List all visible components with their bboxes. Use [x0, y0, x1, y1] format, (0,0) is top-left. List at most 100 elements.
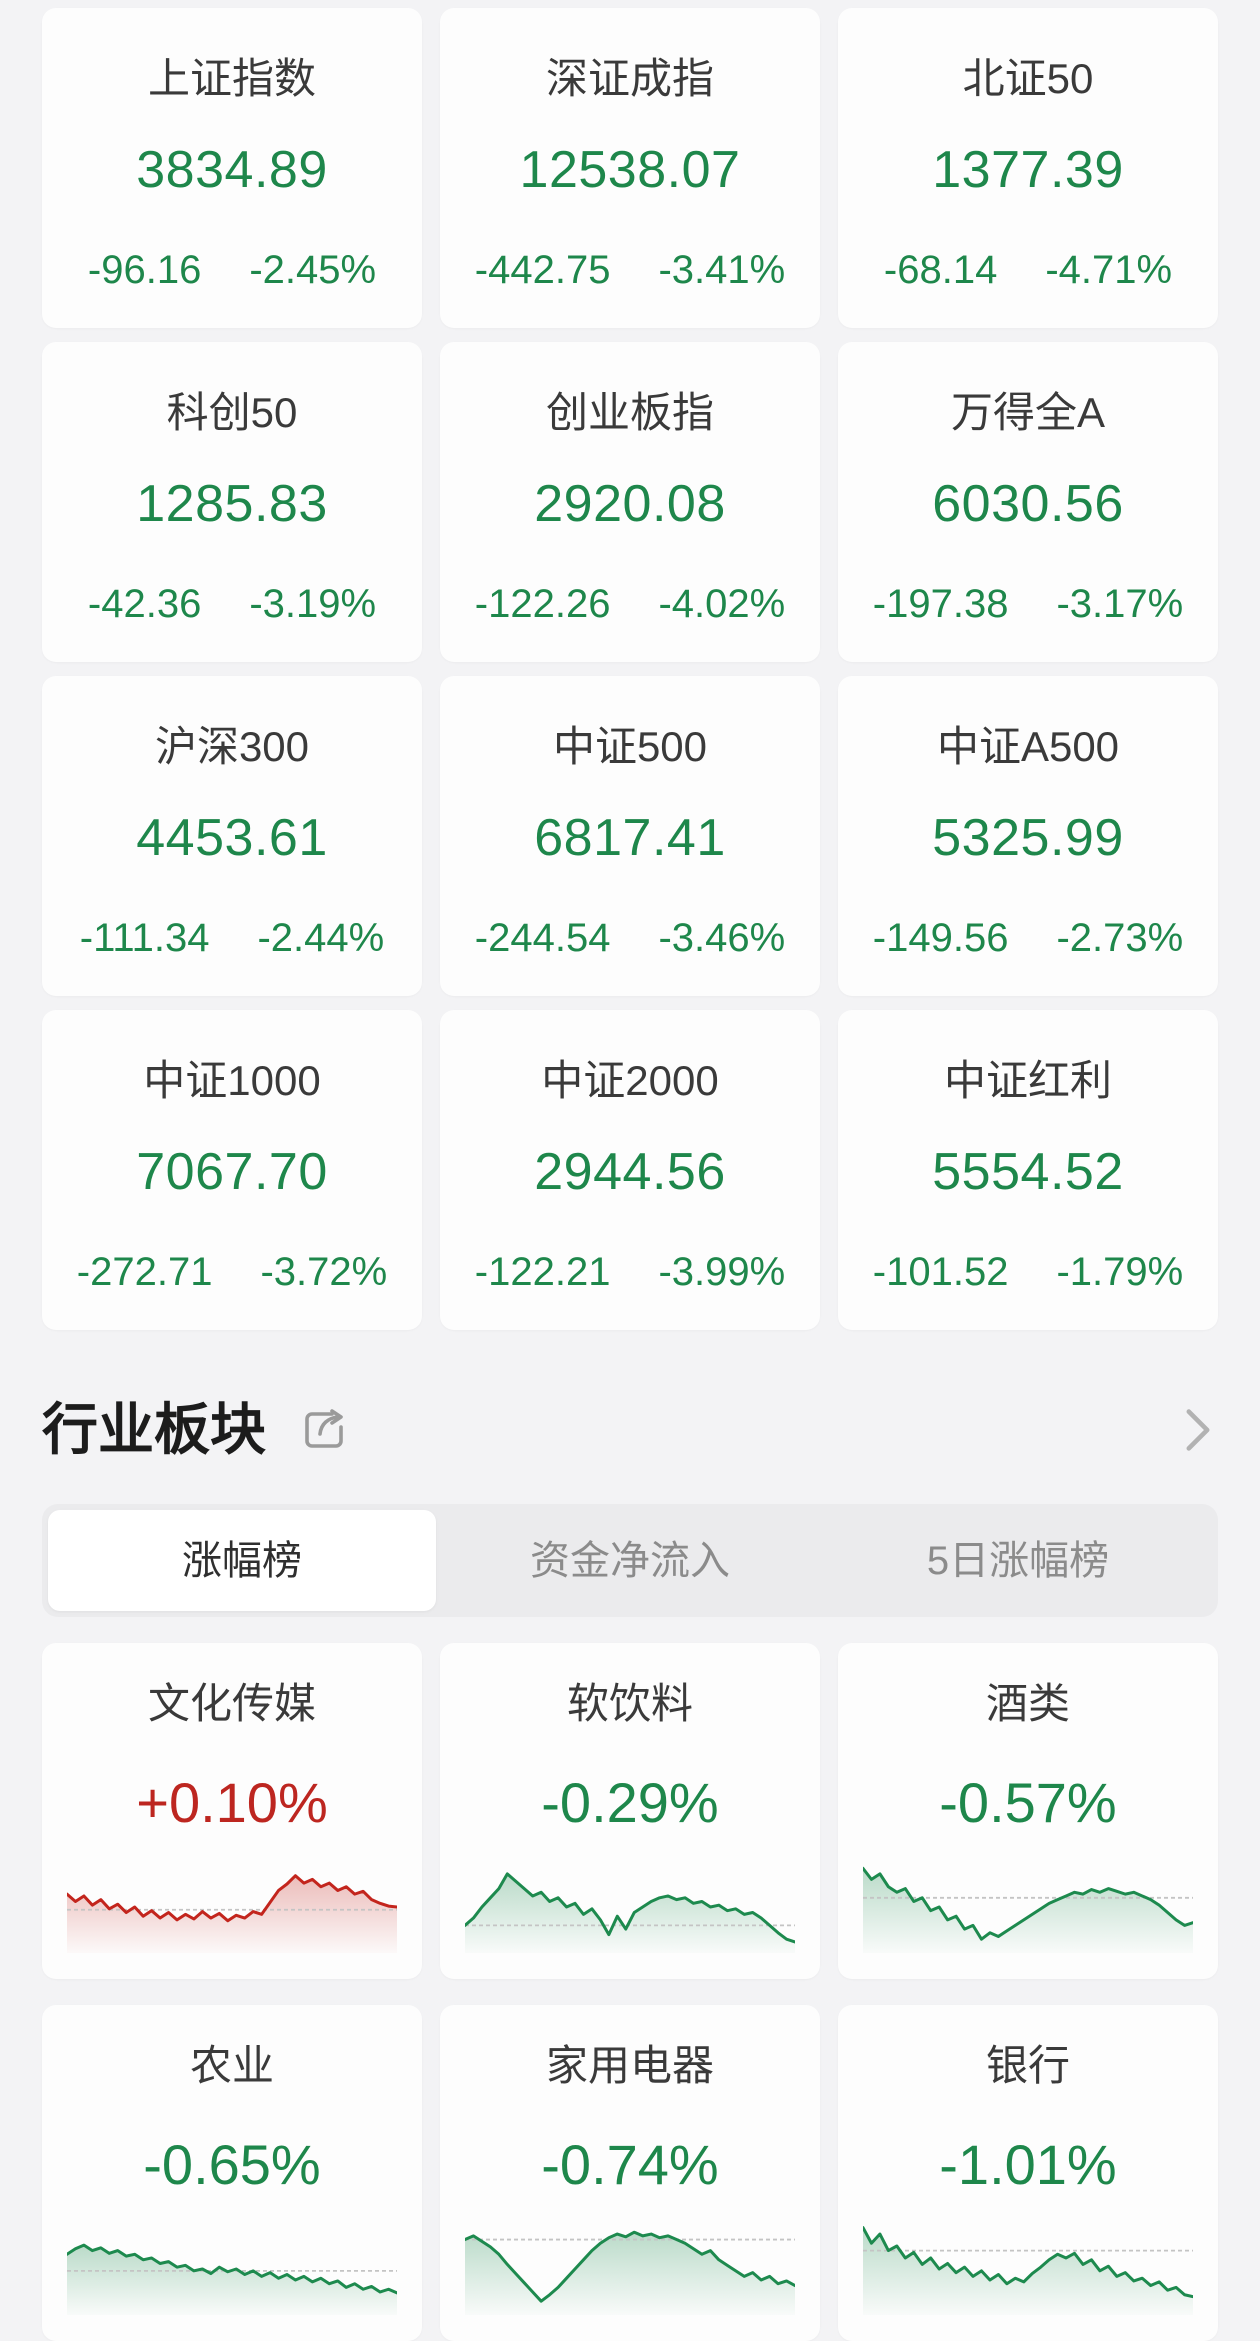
index-change: -96.16	[87, 248, 202, 292]
index-name: 科创50	[166, 389, 298, 436]
index-name: 中证2000	[541, 1057, 719, 1104]
sector-tabbar: 涨幅榜 资金净流入 5日涨幅榜	[42, 1504, 1218, 1617]
sector-sparkline-chart	[465, 1861, 795, 1953]
index-name: 中证500	[552, 723, 708, 770]
sector-sparkline-chart	[863, 2223, 1193, 2315]
index-card-7[interactable]: 中证500 6817.41 -244.54 -3.46%	[440, 676, 820, 996]
tab-0[interactable]: 涨幅榜	[48, 1510, 436, 1611]
index-value: 2920.08	[534, 475, 726, 533]
index-change-row: -68.14 -4.71%	[884, 250, 1172, 290]
sector-sparkline-chart	[465, 2223, 795, 2315]
index-card-0[interactable]: 上证指数 3834.89 -96.16 -2.45%	[42, 8, 422, 328]
sector-name: 文化传媒	[147, 1680, 316, 1727]
share-icon[interactable]	[296, 1402, 352, 1458]
index-change-row: -101.52 -1.79%	[873, 1252, 1183, 1292]
index-name: 中证A500	[936, 723, 1120, 770]
index-name: 创业板指	[545, 389, 714, 436]
tab-1[interactable]: 资金净流入	[436, 1510, 824, 1611]
sector-name: 农业	[189, 2042, 274, 2089]
index-change: -272.71	[76, 1250, 213, 1294]
sector-card-1[interactable]: 软饮料 -0.29%	[440, 1643, 820, 1979]
index-card-3[interactable]: 科创50 1285.83 -42.36 -3.19%	[42, 342, 422, 662]
index-change-percent: -2.44%	[257, 916, 385, 960]
index-change-percent: -1.79%	[1056, 1250, 1184, 1294]
section-title: 行业板块	[42, 1398, 266, 1461]
index-change-row: -244.54 -3.46%	[475, 918, 785, 958]
index-name: 北证50	[962, 55, 1094, 102]
index-card-10[interactable]: 中证2000 2944.56 -122.21 -3.99%	[440, 1010, 820, 1330]
chevron-right-icon[interactable]	[1178, 1406, 1218, 1454]
sector-card-0[interactable]: 文化传媒 +0.10%	[42, 1643, 422, 1979]
sector-change-percent: -0.57%	[939, 1771, 1117, 1834]
index-change-percent: -3.41%	[658, 248, 786, 292]
sector-change-percent: +0.10%	[136, 1771, 328, 1834]
index-value: 4453.61	[136, 809, 328, 867]
index-change-row: -272.71 -3.72%	[77, 1252, 387, 1292]
index-change: -68.14	[883, 248, 998, 292]
sector-change-percent: -0.74%	[541, 2133, 719, 2196]
index-name: 中证1000	[143, 1057, 321, 1104]
sector-sparkline-chart	[67, 1861, 397, 1953]
index-value: 1285.83	[136, 475, 328, 533]
index-value: 12538.07	[519, 141, 741, 199]
index-change-row: -197.38 -3.17%	[873, 584, 1183, 624]
sector-sparkline-chart	[67, 2223, 397, 2315]
index-value: 6030.56	[932, 475, 1124, 533]
index-change-row: -111.34 -2.44%	[80, 918, 384, 958]
index-change: -149.56	[872, 916, 1009, 960]
index-card-4[interactable]: 创业板指 2920.08 -122.26 -4.02%	[440, 342, 820, 662]
tab-2[interactable]: 5日涨幅榜	[824, 1510, 1212, 1611]
index-value: 3834.89	[136, 141, 328, 199]
index-change: -244.54	[474, 916, 611, 960]
sector-section-header: 行业板块	[42, 1392, 1218, 1468]
index-value: 2944.56	[534, 1143, 726, 1201]
index-change: -122.26	[474, 582, 611, 626]
sector-card-grid: 文化传媒 +0.10% 软饮料 -0.29% 酒类	[0, 1617, 1260, 2341]
sector-name: 酒类	[985, 1680, 1070, 1727]
index-value: 7067.70	[136, 1143, 328, 1201]
index-change-percent: -2.73%	[1056, 916, 1184, 960]
index-change-percent: -4.71%	[1045, 248, 1173, 292]
sector-change-percent: -0.29%	[541, 1771, 719, 1834]
index-card-9[interactable]: 中证1000 7067.70 -272.71 -3.72%	[42, 1010, 422, 1330]
index-card-11[interactable]: 中证红利 5554.52 -101.52 -1.79%	[838, 1010, 1218, 1330]
sector-sparkline-chart	[863, 1861, 1193, 1953]
index-name: 万得全A	[950, 389, 1105, 436]
index-value: 5554.52	[932, 1143, 1124, 1201]
sector-name: 银行	[985, 2042, 1070, 2089]
index-change: -122.21	[474, 1250, 611, 1294]
index-card-2[interactable]: 北证50 1377.39 -68.14 -4.71%	[838, 8, 1218, 328]
index-change-row: -42.36 -3.19%	[88, 584, 376, 624]
index-change-row: -442.75 -3.41%	[475, 250, 785, 290]
index-card-8[interactable]: 中证A500 5325.99 -149.56 -2.73%	[838, 676, 1218, 996]
index-change-percent: -3.17%	[1056, 582, 1184, 626]
index-change-percent: -3.46%	[658, 916, 786, 960]
sector-card-3[interactable]: 农业 -0.65%	[42, 2005, 422, 2341]
sector-change-percent: -0.65%	[143, 2133, 321, 2196]
index-card-6[interactable]: 沪深300 4453.61 -111.34 -2.44%	[42, 676, 422, 996]
index-change: -111.34	[79, 916, 210, 960]
index-change-percent: -4.02%	[658, 582, 786, 626]
index-name: 上证指数	[147, 55, 316, 102]
sector-card-5[interactable]: 银行 -1.01%	[838, 2005, 1218, 2341]
index-change-percent: -3.99%	[658, 1250, 786, 1294]
index-card-1[interactable]: 深证成指 12538.07 -442.75 -3.41%	[440, 8, 820, 328]
index-value: 5325.99	[932, 809, 1124, 867]
index-change-percent: -3.19%	[249, 582, 377, 626]
index-card-5[interactable]: 万得全A 6030.56 -197.38 -3.17%	[838, 342, 1218, 662]
index-change: -197.38	[872, 582, 1009, 626]
index-name: 沪深300	[154, 723, 310, 770]
index-value: 1377.39	[932, 141, 1124, 199]
sector-card-4[interactable]: 家用电器 -0.74%	[440, 2005, 820, 2341]
index-change: -101.52	[872, 1250, 1009, 1294]
sector-name: 家用电器	[545, 2042, 714, 2089]
sector-card-2[interactable]: 酒类 -0.57%	[838, 1643, 1218, 1979]
index-change-row: -96.16 -2.45%	[88, 250, 376, 290]
sector-name: 软饮料	[566, 1680, 693, 1727]
index-card-grid: 上证指数 3834.89 -96.16 -2.45% 深证成指 12538.07…	[42, 8, 1218, 1330]
index-change: -442.75	[474, 248, 611, 292]
index-change-percent: -3.72%	[260, 1250, 388, 1294]
index-change-row: -122.26 -4.02%	[475, 584, 785, 624]
index-change-row: -149.56 -2.73%	[873, 918, 1183, 958]
